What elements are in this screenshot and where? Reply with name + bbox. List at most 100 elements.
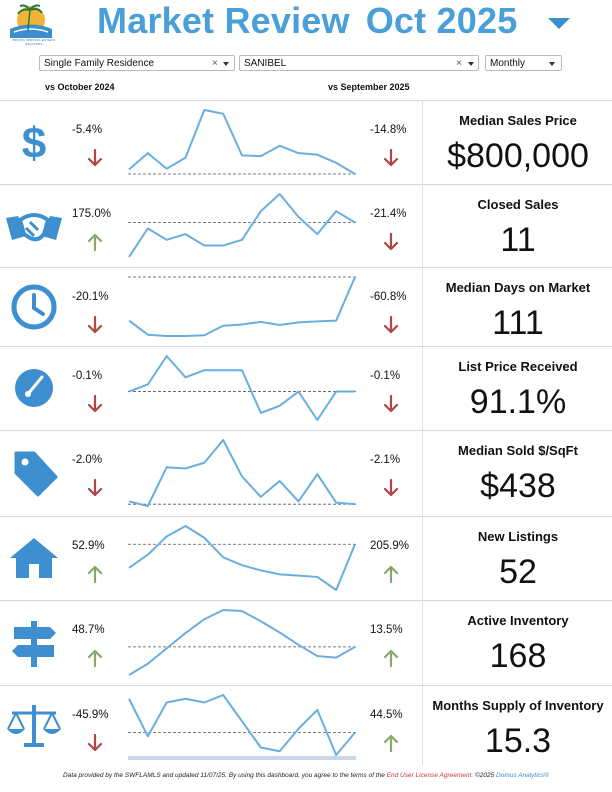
yoy-change: 48.7% [72, 624, 105, 636]
yoy-change: -5.4% [72, 124, 103, 136]
signpost-icon [4, 617, 64, 669]
mom-change: -60.8% [370, 291, 407, 303]
copyright: ©2025 [474, 772, 495, 779]
metric-label: New Listings [477, 529, 559, 544]
yoy-change: -0.1% [72, 370, 103, 382]
dropdown-caret-icon[interactable] [549, 62, 555, 66]
trend-sparkline [128, 609, 356, 676]
header: BONITA SPRINGS-ESTERO REALTORS Market Re… [0, 0, 612, 50]
tag-icon [4, 447, 64, 499]
metric-label: Median Sales Price [459, 113, 577, 128]
metric-row-active-inventory: 48.7% 13.5% Active Inventory 168 [0, 600, 612, 685]
row-divider [0, 516, 612, 517]
trend-line [128, 276, 356, 337]
mom-up-arrow-icon [383, 734, 399, 753]
yoy-down-arrow-icon [87, 733, 103, 752]
property-type-filter[interactable]: Single Family Residence × [39, 55, 235, 71]
yoy-down-arrow-icon [87, 394, 103, 413]
yoy-change: -45.9% [72, 709, 109, 721]
metric-row-median-sold-per-sqft: -2.0% -2.1% Median Sold $/SqFt $438 [0, 430, 612, 516]
row-divider [0, 346, 612, 347]
trend-line [128, 694, 356, 756]
scroll-track [128, 756, 356, 760]
clear-icon[interactable]: × [456, 58, 462, 69]
metric-row-median-sales-price: $ -5.4% -14.8% Median Sales Price $800,000 [0, 100, 612, 184]
clear-icon[interactable]: × [212, 58, 218, 69]
gauge-icon [4, 362, 64, 414]
metric-label: Months Supply of Inventory [432, 698, 604, 713]
handshake-icon [4, 200, 64, 252]
trend-sparkline [128, 525, 356, 591]
mom-change: 44.5% [370, 709, 403, 721]
yoy-up-arrow-icon [87, 649, 103, 668]
realtor-logo: BONITA SPRINGS-ESTERO REALTORS [6, 2, 56, 46]
yoy-down-arrow-icon [87, 315, 103, 334]
metric-value: 91.1% [469, 383, 567, 421]
chevron-down-icon[interactable] [548, 18, 570, 29]
mom-change: -14.8% [370, 124, 407, 136]
yoy-change: 175.0% [72, 208, 112, 220]
yoy-up-arrow-icon [87, 565, 103, 584]
mom-change: 13.5% [370, 624, 403, 636]
row-divider [0, 685, 612, 686]
dropdown-caret-icon[interactable] [468, 62, 474, 66]
mom-change: -2.1% [370, 454, 401, 466]
yoy-up-arrow-icon [87, 233, 103, 252]
trend-line [128, 525, 356, 591]
yoy-column-header: vs October 2024 [45, 82, 115, 92]
property-type-value: Single Family Residence [44, 58, 155, 69]
mom-down-arrow-icon [383, 394, 399, 413]
scale-icon [4, 699, 64, 751]
trend-line [128, 609, 356, 676]
row-divider [0, 430, 612, 431]
metric-label: Median Days on Market [445, 280, 591, 295]
mom-change: -0.1% [370, 370, 401, 382]
mom-up-arrow-icon [383, 649, 399, 668]
metric-row-median-days-on-market: -20.1% -60.8% Median Days on Market 111 [0, 267, 612, 346]
row-divider [0, 100, 612, 101]
yoy-down-arrow-icon [87, 478, 103, 497]
mom-column-header: vs September 2025 [328, 82, 410, 92]
metric-value: $438 [480, 467, 556, 505]
location-filter[interactable]: SANIBEL × [239, 55, 479, 71]
trend-sparkline [128, 694, 356, 760]
eula-link[interactable]: End User License Agreement. [386, 772, 474, 779]
metric-label: Closed Sales [477, 197, 559, 212]
row-divider [0, 184, 612, 185]
mom-down-arrow-icon [383, 315, 399, 334]
footer: Data provided by the SWFLAMLS and update… [0, 772, 612, 779]
trend-line [128, 355, 355, 421]
column-divider [422, 100, 423, 765]
trend-line [128, 439, 356, 507]
yoy-change: -20.1% [72, 291, 109, 303]
trend-line [128, 193, 356, 258]
mom-down-arrow-icon [383, 232, 399, 251]
metric-value: 11 [500, 221, 536, 259]
period-filter[interactable]: Monthly [485, 55, 562, 71]
metric-value: 111 [492, 304, 544, 342]
dollar-icon: $ [4, 116, 64, 168]
trend-sparkline [128, 193, 356, 258]
metric-value: 168 [489, 637, 547, 675]
row-divider [0, 600, 612, 601]
metric-label: Median Sold $/SqFt [458, 443, 578, 458]
mom-up-arrow-icon [383, 565, 399, 584]
house-icon [4, 532, 64, 584]
row-divider [0, 267, 612, 268]
yoy-change: 52.9% [72, 540, 105, 552]
footer-text: Data provided by the SWFLAMLS and update… [63, 772, 385, 779]
title-text: Market Review [97, 0, 350, 41]
clock-icon [4, 281, 64, 333]
title-month: Oct 2025 [365, 0, 518, 41]
location-value: SANIBEL [244, 58, 287, 69]
trend-sparkline [128, 355, 356, 421]
dropdown-caret-icon[interactable] [223, 62, 229, 66]
metric-value: 52 [499, 553, 537, 591]
brand-link[interactable]: Domus Analytics® [496, 772, 549, 779]
metric-value: $800,000 [447, 137, 589, 175]
yoy-down-arrow-icon [87, 148, 103, 167]
period-value: Monthly [490, 58, 526, 69]
logo-text: BONITA SPRINGS-ESTERO REALTORS [12, 38, 56, 46]
mom-down-arrow-icon [383, 148, 399, 167]
mom-change: 205.9% [370, 540, 410, 552]
